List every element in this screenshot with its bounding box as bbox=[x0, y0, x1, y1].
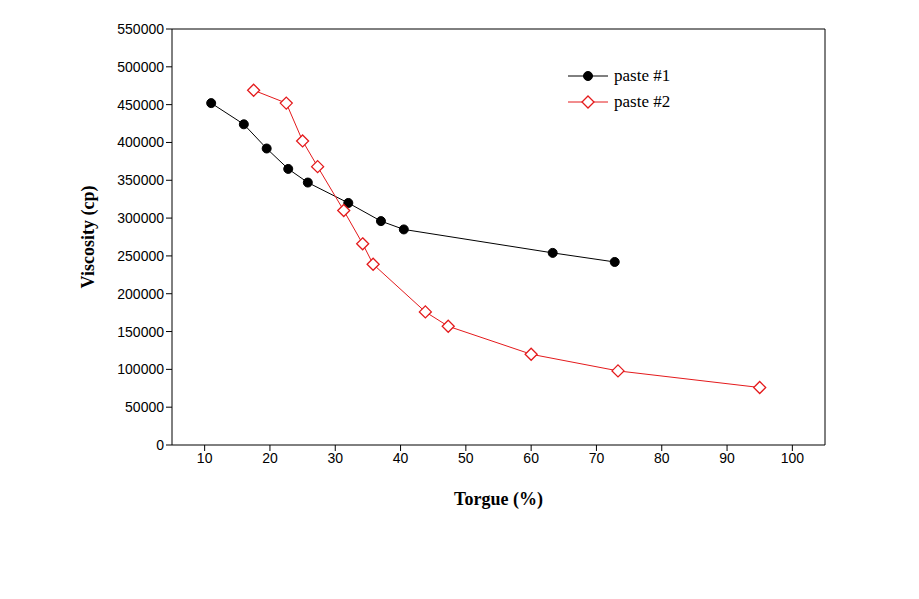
svg-text:60: 60 bbox=[523, 450, 539, 466]
svg-text:250000: 250000 bbox=[117, 248, 164, 264]
svg-text:0: 0 bbox=[156, 437, 164, 453]
svg-text:90: 90 bbox=[719, 450, 735, 466]
svg-text:40: 40 bbox=[393, 450, 409, 466]
svg-text:30: 30 bbox=[327, 450, 343, 466]
html-text:paste #1: paste #1 bbox=[614, 66, 671, 85]
svg-text:50: 50 bbox=[458, 450, 474, 466]
svg-text:Torgue (%): Torgue (%) bbox=[454, 489, 543, 510]
svg-text:100: 100 bbox=[781, 450, 805, 466]
svg-text:150000: 150000 bbox=[117, 324, 164, 340]
svg-text:450000: 450000 bbox=[117, 97, 164, 113]
svg-text:300000: 300000 bbox=[117, 210, 164, 226]
svg-text:Viscosity (cp): Viscosity (cp) bbox=[78, 186, 99, 289]
svg-text:80: 80 bbox=[654, 450, 670, 466]
svg-text:200000: 200000 bbox=[117, 286, 164, 302]
svg-text:550000: 550000 bbox=[117, 21, 164, 37]
svg-text:20: 20 bbox=[262, 450, 278, 466]
svg-text:400000: 400000 bbox=[117, 134, 164, 150]
svg-text:10: 10 bbox=[197, 450, 213, 466]
svg-text:350000: 350000 bbox=[117, 172, 164, 188]
html-text:paste #2: paste #2 bbox=[614, 92, 671, 111]
svg-text:500000: 500000 bbox=[117, 59, 164, 75]
svg-text:70: 70 bbox=[589, 450, 605, 466]
svg-text:100000: 100000 bbox=[117, 361, 164, 377]
svg-text:50000: 50000 bbox=[125, 399, 164, 415]
